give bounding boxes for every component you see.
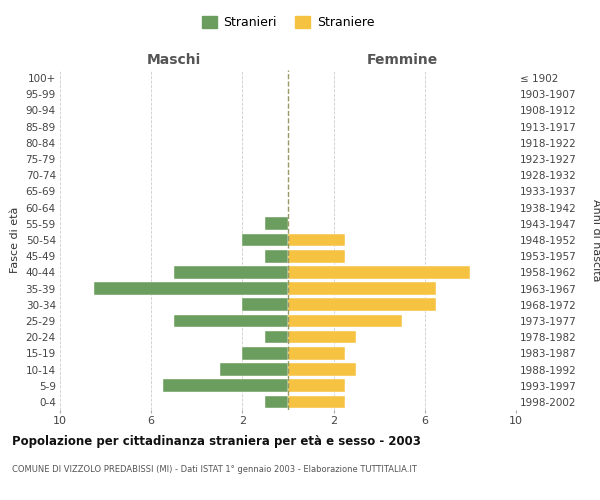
Bar: [242, 298, 288, 311]
Text: Femmine: Femmine: [367, 53, 437, 67]
Bar: [288, 234, 345, 246]
Bar: [220, 363, 288, 376]
Bar: [288, 298, 436, 311]
Bar: [174, 266, 288, 278]
Bar: [288, 363, 356, 376]
Bar: [265, 396, 288, 408]
Y-axis label: Anni di nascita: Anni di nascita: [591, 198, 600, 281]
Bar: [242, 234, 288, 246]
Bar: [288, 380, 345, 392]
Bar: [288, 250, 345, 262]
Y-axis label: Fasce di età: Fasce di età: [10, 207, 20, 273]
Bar: [265, 250, 288, 262]
Bar: [94, 282, 288, 295]
Bar: [288, 314, 402, 328]
Bar: [288, 282, 436, 295]
Bar: [288, 266, 470, 278]
Text: COMUNE DI VIZZOLO PREDABISSI (MI) - Dati ISTAT 1° gennaio 2003 - Elaborazione TU: COMUNE DI VIZZOLO PREDABISSI (MI) - Dati…: [12, 465, 417, 474]
Bar: [288, 347, 345, 360]
Legend: Stranieri, Straniere: Stranieri, Straniere: [197, 11, 379, 34]
Text: Popolazione per cittadinanza straniera per età e sesso - 2003: Popolazione per cittadinanza straniera p…: [12, 435, 421, 448]
Bar: [288, 331, 356, 344]
Bar: [265, 218, 288, 230]
Text: Maschi: Maschi: [147, 53, 201, 67]
Bar: [288, 396, 345, 408]
Bar: [242, 347, 288, 360]
Bar: [265, 331, 288, 344]
Bar: [163, 380, 288, 392]
Bar: [174, 314, 288, 328]
